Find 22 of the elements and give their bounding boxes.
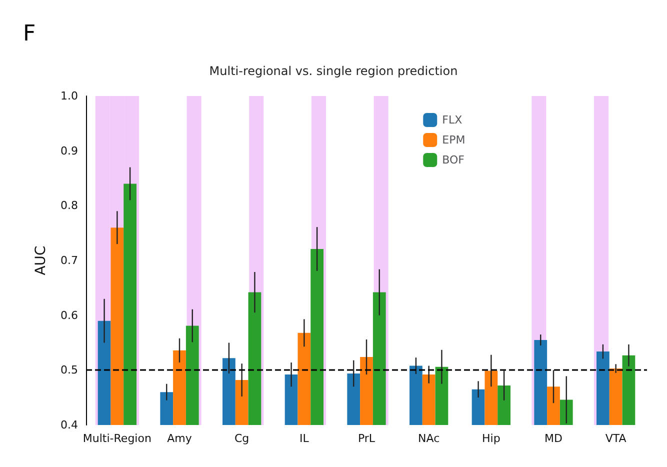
x-tick-label: Multi-Region	[82, 432, 152, 445]
y-tick-label: 0.6	[60, 308, 78, 322]
y-axis-title: AUC	[33, 245, 49, 276]
x-tick-label: MD	[544, 432, 562, 445]
y-tick-label: 1.0	[60, 90, 78, 102]
y-tick-label: 0.4	[60, 418, 78, 432]
x-tick-label: Cg	[234, 432, 250, 445]
x-tick-label: NAc	[418, 432, 440, 445]
text: F	[23, 22, 36, 46]
x-tick-label: IL	[299, 432, 310, 445]
y-tick-label: 0.8	[60, 199, 78, 212]
x-tick-label: Amy	[167, 432, 192, 445]
y-tick-label: 0.7	[60, 254, 78, 267]
legend-label: BOF	[442, 154, 464, 166]
x-tick-label: Hip	[482, 432, 500, 445]
legend-label: FLX	[442, 114, 463, 126]
legend-label: EPM	[442, 134, 466, 146]
x-tick-label: VTA	[605, 432, 627, 445]
chart-title: Multi-regional vs. single region prediction	[209, 64, 458, 78]
y-tick-label: 0.5	[60, 364, 78, 377]
x-tick-label: PrL	[358, 432, 376, 445]
y-tick-label: 0.9	[60, 144, 78, 158]
